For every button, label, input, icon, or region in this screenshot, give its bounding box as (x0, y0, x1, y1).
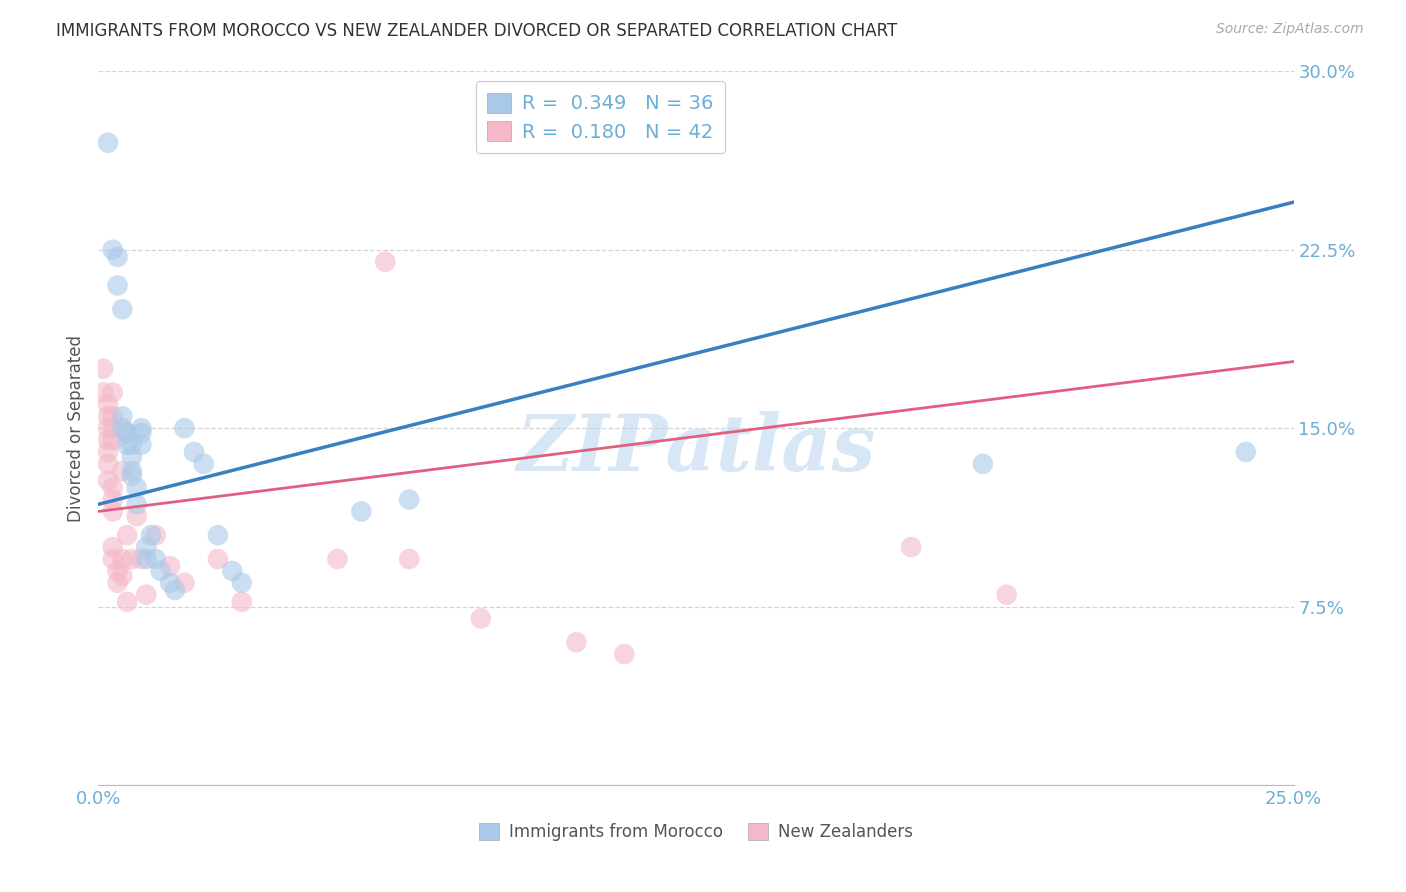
Point (613, 647, 636, 661)
Point (101, 433, 124, 447)
Point (101, 385, 124, 400)
Point (111, 568, 134, 582)
Point (97, 457, 120, 471)
Point (97, 433, 120, 447)
Point (107, 575, 129, 590)
Point (131, 425, 153, 440)
Point (193, 457, 215, 471)
Point (145, 528, 167, 542)
Point (115, 425, 138, 440)
Point (115, 528, 138, 542)
Point (97, 409, 120, 424)
Point (173, 575, 195, 590)
Point (97, 445, 120, 459)
Point (115, 438, 138, 452)
Point (101, 243, 124, 257)
Point (149, 564, 172, 578)
Point (326, 552, 349, 566)
Text: IMMIGRANTS FROM MOROCCO VS NEW ZEALANDER DIVORCED OR SEPARATED CORRELATION CHART: IMMIGRANTS FROM MOROCCO VS NEW ZEALANDER… (56, 22, 897, 40)
Point (139, 528, 162, 542)
Point (107, 250, 129, 264)
Point (107, 564, 129, 578)
Point (207, 552, 229, 566)
Point (125, 481, 148, 495)
Point (101, 540, 124, 554)
Point (398, 552, 420, 566)
Point (231, 575, 253, 590)
Text: ZIPatlas: ZIPatlas (516, 411, 876, 488)
Point (135, 552, 157, 566)
Point (111, 464, 134, 478)
Y-axis label: Divorced or Separated: Divorced or Separated (66, 334, 84, 522)
Point (101, 552, 124, 566)
Point (101, 492, 124, 507)
Point (350, 504, 373, 518)
Point (159, 559, 181, 574)
Point (221, 564, 243, 578)
Point (121, 464, 143, 478)
Point (145, 552, 167, 566)
Point (97, 136, 120, 150)
Point (565, 635, 588, 649)
Point (207, 528, 229, 542)
Point (107, 278, 129, 293)
Point (163, 582, 186, 597)
Point (131, 421, 153, 435)
Point (91, 361, 114, 376)
Point (91, 385, 114, 400)
Point (125, 509, 148, 524)
Point (97, 474, 120, 488)
Point (97, 397, 120, 411)
Point (995, 588, 1018, 602)
Text: Source: ZipAtlas.com: Source: ZipAtlas.com (1216, 22, 1364, 37)
Point (135, 540, 157, 554)
Point (101, 409, 124, 424)
Point (111, 302, 134, 317)
Point (159, 575, 181, 590)
Point (101, 481, 124, 495)
Legend: Immigrants from Morocco, New Zealanders: Immigrants from Morocco, New Zealanders (472, 816, 920, 848)
Point (101, 504, 124, 518)
Point (900, 540, 922, 554)
Point (125, 497, 148, 511)
Point (121, 468, 143, 483)
Point (101, 421, 124, 435)
Point (173, 421, 195, 435)
Point (111, 421, 134, 435)
Point (135, 588, 157, 602)
Point (183, 445, 205, 459)
Point (115, 425, 138, 440)
Point (131, 438, 153, 452)
Point (121, 450, 143, 464)
Point (1234, 445, 1257, 459)
Point (131, 552, 153, 566)
Point (972, 457, 994, 471)
Point (470, 611, 492, 625)
Point (121, 438, 143, 452)
Point (111, 552, 134, 566)
Point (398, 492, 420, 507)
Point (374, 254, 396, 268)
Point (115, 595, 138, 609)
Point (231, 595, 253, 609)
Point (121, 552, 143, 566)
Point (97, 421, 120, 435)
Point (111, 409, 134, 424)
